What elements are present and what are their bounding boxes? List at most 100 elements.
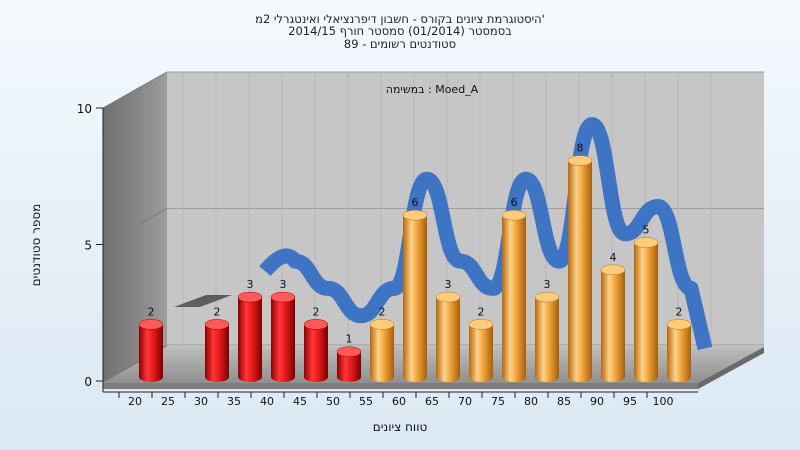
bar-top-cap <box>435 291 461 303</box>
axes <box>96 107 698 398</box>
histogram-bar <box>534 291 560 382</box>
histogram-bar <box>402 209 428 382</box>
bar-top-cap <box>501 209 527 221</box>
histogram-bar <box>336 346 362 382</box>
bar-top-cap <box>237 291 263 303</box>
x-tick-label: 70 <box>458 395 472 408</box>
x-tick-label: 55 <box>359 395 373 408</box>
x-tick-label: 20 <box>128 395 142 408</box>
bar-top-cap <box>270 291 296 303</box>
bar-body <box>469 324 493 382</box>
x-tick-label: 80 <box>524 395 538 408</box>
chart-title-line-2: בסמסטר (01/2014) סמסטר חורף 2014/15 <box>288 24 512 38</box>
bar-body <box>634 242 658 382</box>
bar-top-cap <box>567 155 593 166</box>
bar-body <box>403 215 427 382</box>
histogram-bar <box>237 291 263 382</box>
y-tick-label: 0 <box>84 375 92 389</box>
bar-value-label: 8 <box>577 142 584 155</box>
bar-value-label: 4 <box>610 251 617 264</box>
bar-body <box>139 324 163 382</box>
x-tick-label: 35 <box>227 395 241 408</box>
bar-body <box>337 351 361 382</box>
bar-value-label: 2 <box>313 305 320 318</box>
distribution-curve-layer <box>259 117 713 351</box>
bar-top-cap <box>402 209 428 221</box>
bar-body <box>601 269 625 382</box>
x-tick-label: 100 <box>653 395 674 408</box>
x-axis-label: טווח ציונים <box>373 420 428 434</box>
bar-value-label: 3 <box>544 278 551 291</box>
annotation-text: במשימה : Moed_A <box>386 83 479 96</box>
x-tick-label: 85 <box>557 395 571 408</box>
x-tick-label: 30 <box>194 395 208 408</box>
bar-top-cap <box>204 319 230 330</box>
bar-body <box>370 324 394 382</box>
distribution-curve <box>259 117 713 351</box>
bars-layer <box>138 155 692 382</box>
bar-body <box>568 160 592 382</box>
bar-value-label: 3 <box>445 278 452 291</box>
chart-title-line-1: היסטוגרמת ציונים בקורס - חשבון דיפרנציאל… <box>255 12 545 26</box>
bar-body <box>436 297 460 382</box>
histogram-bar <box>666 319 692 382</box>
bar-body <box>535 297 559 382</box>
bar-top-cap <box>633 237 659 248</box>
data-labels-layer: 2 2 3 3 2 1 2 6 3 2 6 3 8 4 5 2 <box>148 142 683 346</box>
bar-body <box>304 324 328 382</box>
y-axis-label: מספר סטודנטים <box>29 204 43 287</box>
floor-front-edge <box>103 383 698 389</box>
bar-top-cap <box>600 264 626 276</box>
grid-line-side <box>102 71 168 109</box>
x-tick-label: 50 <box>326 395 340 408</box>
histogram-bar <box>468 319 494 382</box>
floating-dark-plate <box>174 295 232 307</box>
bar-body <box>667 324 691 382</box>
histogram-bar <box>204 319 230 382</box>
bar-top-cap <box>468 319 494 330</box>
floor-right-edge <box>698 347 764 389</box>
bar-top-cap <box>369 319 395 330</box>
bar-value-label: 3 <box>247 278 254 291</box>
bar-value-label: 6 <box>511 196 518 209</box>
x-tick-label: 90 <box>590 395 604 408</box>
bar-value-label: 5 <box>643 224 650 237</box>
bar-value-label: 3 <box>280 278 287 291</box>
bar-value-label: 2 <box>214 305 221 318</box>
y-tick-label: 10 <box>77 102 92 116</box>
bar-top-cap <box>666 319 692 330</box>
histogram-bar <box>567 155 593 382</box>
grid-line-side <box>102 208 168 245</box>
bar-top-cap <box>534 291 560 303</box>
bar-body <box>271 297 295 382</box>
side-wall <box>103 72 167 383</box>
bar-value-label: 2 <box>478 305 485 318</box>
bar-top-cap <box>336 346 362 357</box>
histogram-bar <box>435 291 461 382</box>
x-tick-label: 25 <box>161 395 175 408</box>
bar-top-cap <box>303 319 329 330</box>
floor <box>103 347 764 383</box>
x-tick-label: 40 <box>260 395 274 408</box>
bar-body <box>502 215 526 382</box>
bar-body <box>205 324 229 382</box>
histogram-bar <box>369 319 395 382</box>
y-tick-label: 5 <box>84 239 92 253</box>
bar-value-label: 2 <box>148 305 155 318</box>
histogram-bar <box>600 264 626 382</box>
x-tick-label: 95 <box>623 395 637 408</box>
bar-value-label: 2 <box>676 305 683 318</box>
bar-value-label: 1 <box>346 333 353 346</box>
chart-title-line-3: סטודנטים רשומים - 89 <box>343 37 457 51</box>
histogram-bar <box>138 319 164 382</box>
histogram-bar <box>633 237 659 382</box>
bar-value-label: 2 <box>379 305 386 318</box>
bar-body <box>238 297 262 382</box>
x-tick-label: 65 <box>425 395 439 408</box>
x-tick-label: 75 <box>491 395 505 408</box>
bar-top-cap <box>138 319 164 330</box>
histogram-bar <box>501 209 527 382</box>
bar-value-label: 6 <box>412 196 419 209</box>
